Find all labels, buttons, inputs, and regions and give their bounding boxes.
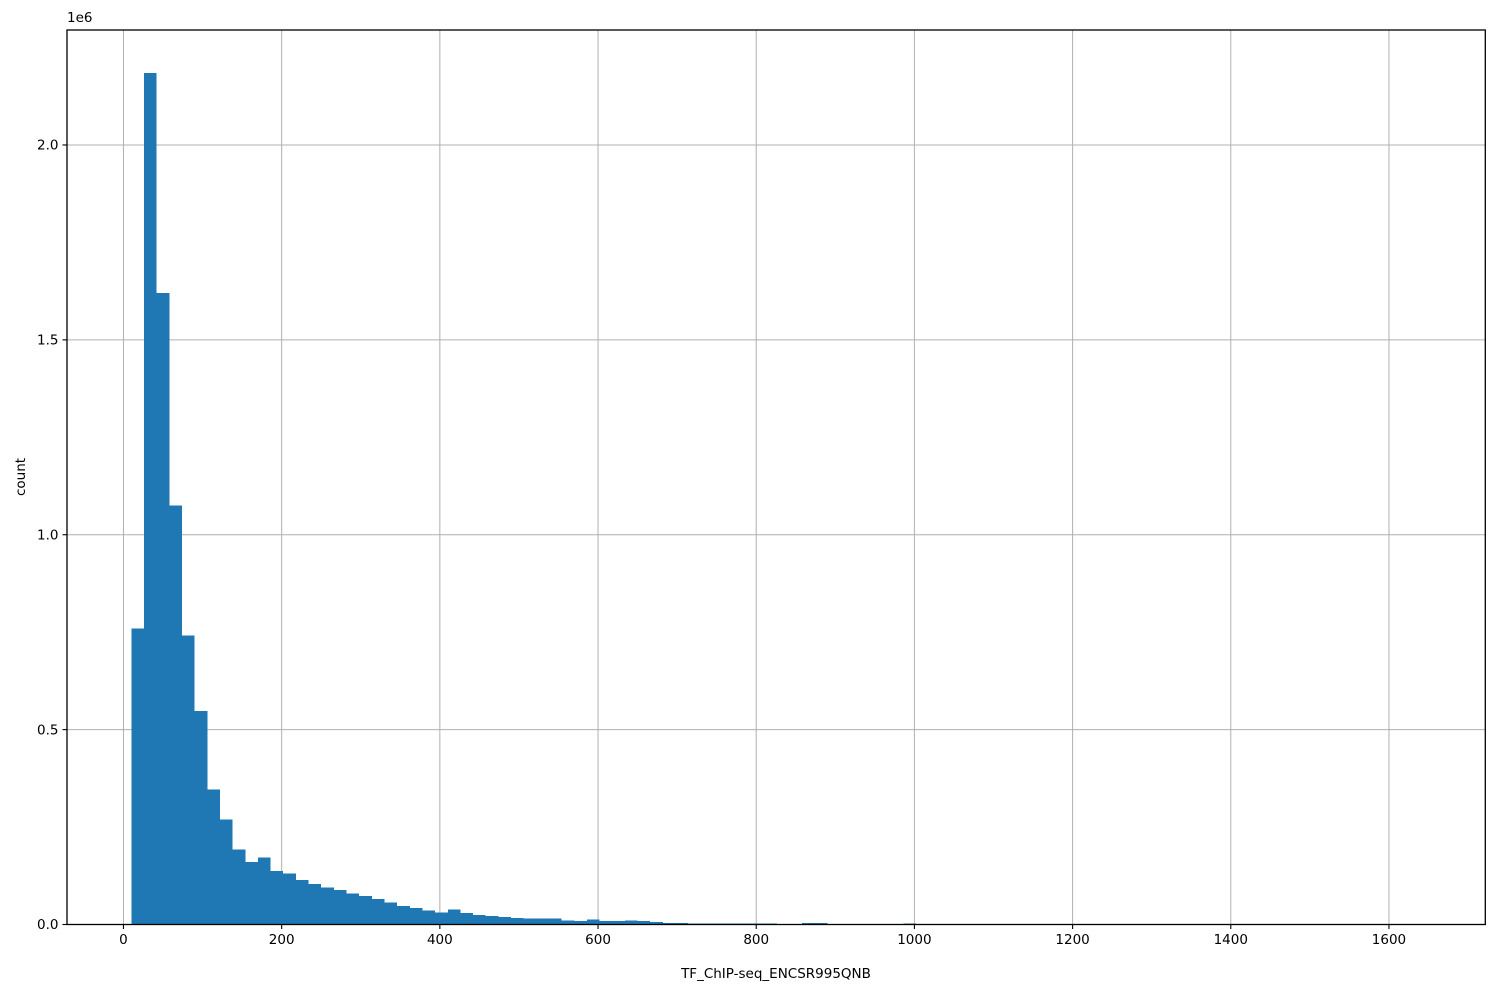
x-tick-label: 200 xyxy=(269,932,295,948)
x-tick-label: 1200 xyxy=(1055,932,1089,948)
histogram-bar xyxy=(194,710,208,925)
histogram-bar xyxy=(675,923,689,925)
histogram-bar xyxy=(308,883,322,925)
x-axis-title: TF_ChIP-seq_ENCSR995QNB xyxy=(681,966,871,982)
histogram-bar xyxy=(536,918,549,925)
y-tick-label: 2.0 xyxy=(37,138,58,154)
histogram-bar xyxy=(245,862,258,925)
histogram-bar xyxy=(650,922,663,925)
histogram-bar xyxy=(574,921,587,925)
histogram-bar xyxy=(283,873,296,925)
x-tick-label: 1600 xyxy=(1372,932,1406,948)
histogram-bar xyxy=(599,921,613,925)
histogram-bar xyxy=(460,912,474,925)
histogram-bar xyxy=(182,635,195,925)
histogram-bar xyxy=(371,898,385,925)
y-tick-label: 1.0 xyxy=(37,527,58,543)
histogram-bar xyxy=(384,902,398,925)
histogram-bar xyxy=(409,908,423,925)
histogram-bar xyxy=(498,917,512,925)
histogram-bar xyxy=(473,914,486,925)
histogram-bar xyxy=(207,789,220,925)
histogram-bar xyxy=(548,918,562,925)
histogram-bar xyxy=(359,896,372,925)
histogram-bar xyxy=(523,918,537,925)
histogram-bar xyxy=(295,880,309,925)
histogram-bar xyxy=(422,910,436,925)
histogram-bar xyxy=(144,72,157,925)
x-tick-label: 1400 xyxy=(1214,932,1248,948)
histogram-bar xyxy=(561,920,575,925)
histogram-bar xyxy=(333,890,347,925)
histogram-bar xyxy=(169,505,183,925)
histogram-bar xyxy=(662,922,676,925)
histogram-bar xyxy=(232,849,246,925)
histogram-bar xyxy=(511,917,524,925)
histogram-bar xyxy=(131,628,145,925)
histogram-bar xyxy=(637,921,651,925)
histogram-bar xyxy=(270,871,284,925)
histogram-bar xyxy=(397,905,410,925)
histogram-bar xyxy=(814,922,828,925)
histogram-bar xyxy=(219,819,233,925)
histogram-bar xyxy=(346,893,360,925)
y-tick-label: 0.5 xyxy=(37,722,58,738)
histogram-bar xyxy=(321,887,334,925)
x-tick-label: 800 xyxy=(743,932,769,948)
y-tick-label: 1.5 xyxy=(37,333,58,349)
histogram-bar xyxy=(257,857,271,925)
histogram-bar xyxy=(802,922,815,925)
x-tick-label: 600 xyxy=(585,932,611,948)
histogram-bar xyxy=(485,915,499,925)
y-axis-offset-label: 1e6 xyxy=(67,10,93,26)
plot-border xyxy=(66,29,1486,926)
x-tick-label: 400 xyxy=(427,932,453,948)
histogram-bar xyxy=(586,919,600,925)
histogram-bar xyxy=(447,909,461,925)
histogram-bar xyxy=(612,921,625,925)
x-tick-label: 1000 xyxy=(897,932,931,948)
y-tick-label: 0.0 xyxy=(37,917,58,933)
histogram-bar xyxy=(156,293,170,925)
x-tick-label: 0 xyxy=(119,932,128,948)
histogram-bar xyxy=(435,912,448,925)
histogram-bar xyxy=(624,920,638,925)
